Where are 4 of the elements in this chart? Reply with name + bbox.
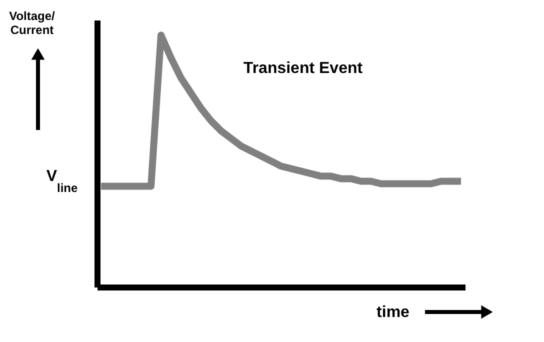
text: Vline <box>46 168 78 195</box>
text: Transient Event <box>243 60 364 77</box>
y-axis-title: Voltage/ Current <box>9 9 56 37</box>
x-axis-title: time <box>376 304 410 321</box>
